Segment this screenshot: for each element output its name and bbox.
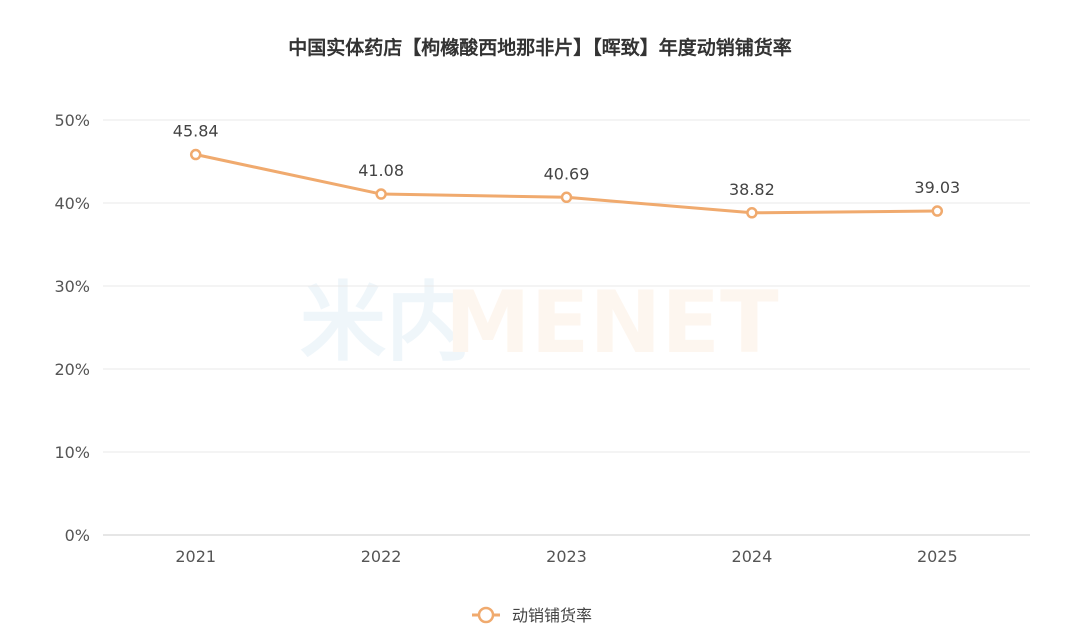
svg-text:MENET: MENET [445, 273, 779, 373]
data-label: 40.69 [544, 164, 590, 183]
data-label: 45.84 [173, 122, 219, 141]
legend[interactable]: 动销铺货率 [472, 606, 592, 625]
y-axis: 0% 10% 20% 30% 40% 50% [54, 111, 90, 545]
data-point[interactable] [746, 207, 758, 219]
data-labels: 45.84 41.08 40.69 38.82 39.03 [173, 122, 960, 199]
legend-label[interactable]: 动销铺货率 [512, 606, 592, 625]
data-point[interactable] [931, 205, 944, 217]
grid-lines [103, 119, 1030, 536]
data-point[interactable] [189, 148, 202, 161]
x-axis: 2021 2022 2023 2024 2025 [175, 547, 957, 566]
y-tick-label: 50% [54, 111, 90, 130]
x-tick-label: 2023 [546, 547, 587, 566]
x-tick-label: 2025 [917, 547, 958, 566]
y-tick-label: 30% [54, 277, 90, 296]
data-point[interactable] [375, 188, 387, 200]
y-tick-label: 10% [54, 443, 90, 462]
data-point[interactable] [560, 191, 573, 204]
data-label: 39.03 [914, 178, 960, 197]
x-tick-label: 2022 [361, 547, 402, 566]
watermark-logo: 米内 MENET [300, 273, 779, 373]
x-tick-label: 2024 [732, 547, 773, 566]
y-tick-label: 20% [54, 360, 90, 379]
svg-text:米内: 米内 [300, 273, 472, 373]
series-layer [189, 148, 944, 219]
y-tick-label: 0% [65, 526, 90, 545]
x-tick-label: 2021 [175, 547, 216, 566]
chart-title: 中国实体药店【枸橼酸西地那非片】【晖致】年度动销铺货率 [288, 36, 792, 59]
series-line [195, 153, 938, 215]
legend-marker-icon [477, 606, 495, 624]
data-label: 41.08 [358, 161, 404, 180]
data-label: 38.82 [729, 180, 775, 199]
y-tick-label: 40% [54, 194, 90, 213]
